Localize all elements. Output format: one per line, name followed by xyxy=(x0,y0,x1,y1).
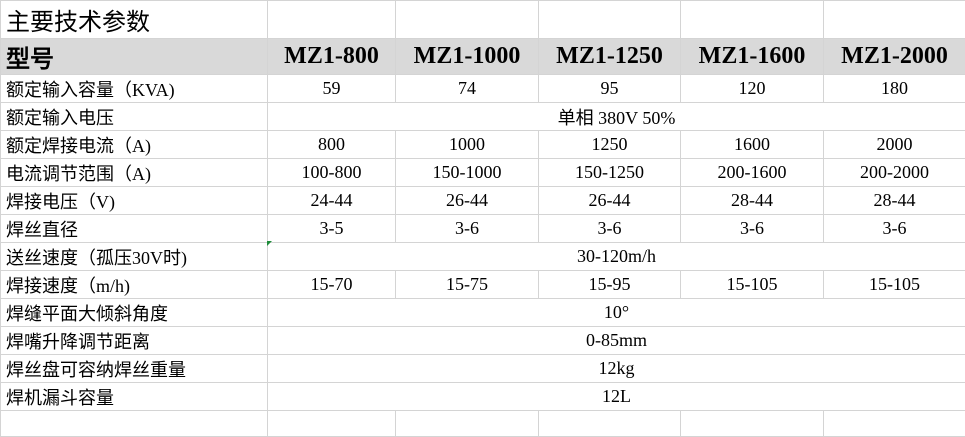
cell: 送丝速度（孤压30V时) xyxy=(1,243,268,271)
cell: MZ1-1600 xyxy=(681,39,824,75)
cell: 3-6 xyxy=(681,215,824,243)
cell: 焊接电压（V) xyxy=(1,187,268,215)
cell: 主要技术参数 xyxy=(1,1,268,39)
cell: 额定焊接电流（A) xyxy=(1,131,268,159)
cell: 100-800 xyxy=(268,159,396,187)
cell: 15-75 xyxy=(396,271,539,299)
cell: 120 xyxy=(681,75,824,103)
cell: 26-44 xyxy=(396,187,539,215)
cell: 单相 380V 50% xyxy=(268,103,965,131)
cell: 0-85mm xyxy=(268,327,965,355)
cell: 180 xyxy=(824,75,965,103)
cell xyxy=(268,411,396,437)
cell: 1000 xyxy=(396,131,539,159)
cell: 额定输入容量（KVA) xyxy=(1,75,268,103)
cell: 28-44 xyxy=(681,187,824,215)
cell: 28-44 xyxy=(824,187,965,215)
cell xyxy=(396,1,539,39)
cell: 额定输入电压 xyxy=(1,103,268,131)
cell xyxy=(539,411,681,437)
cell: 26-44 xyxy=(539,187,681,215)
cell: 焊缝平面大倾斜角度 xyxy=(1,299,268,327)
cell: 12L xyxy=(268,383,965,411)
cell: 200-2000 xyxy=(824,159,965,187)
blank-row xyxy=(1,411,965,437)
cell: 焊嘴升降调节距离 xyxy=(1,327,268,355)
cell: 2000 xyxy=(824,131,965,159)
cell xyxy=(268,1,396,39)
cell: 3-6 xyxy=(539,215,681,243)
cell: 3-5 xyxy=(268,215,396,243)
cell: 74 xyxy=(396,75,539,103)
cell: 30-120m/h xyxy=(268,243,965,271)
cell: 24-44 xyxy=(268,187,396,215)
cell: 150-1250 xyxy=(539,159,681,187)
cell: 800 xyxy=(268,131,396,159)
cell: 焊丝盘可容纳焊丝重量 xyxy=(1,355,268,383)
cell: 15-105 xyxy=(681,271,824,299)
cell: MZ1-800 xyxy=(268,39,396,75)
cell: 12kg xyxy=(268,355,965,383)
cell: 15-70 xyxy=(268,271,396,299)
cell xyxy=(1,411,268,437)
data-row: 送丝速度（孤压30V时)30-120m/h xyxy=(1,243,965,271)
data-row: 额定输入电压单相 380V 50% xyxy=(1,103,965,131)
cell: 150-1000 xyxy=(396,159,539,187)
cell xyxy=(681,411,824,437)
cell: 59 xyxy=(268,75,396,103)
cell: 10° xyxy=(268,299,965,327)
cell xyxy=(396,411,539,437)
cell: 型号 xyxy=(1,39,268,75)
cell: 电流调节范围（A) xyxy=(1,159,268,187)
cell xyxy=(824,1,965,39)
cell: MZ1-1000 xyxy=(396,39,539,75)
cell: 15-105 xyxy=(824,271,965,299)
cell: MZ1-2000 xyxy=(824,39,965,75)
cell xyxy=(824,411,965,437)
comment-marker xyxy=(267,241,272,246)
cell: 3-6 xyxy=(396,215,539,243)
cell xyxy=(681,1,824,39)
cell xyxy=(539,1,681,39)
cell: 3-6 xyxy=(824,215,965,243)
cell: 焊机漏斗容量 xyxy=(1,383,268,411)
cell: 15-95 xyxy=(539,271,681,299)
cell: 95 xyxy=(539,75,681,103)
title-row: 主要技术参数 xyxy=(1,1,965,39)
cell: MZ1-1250 xyxy=(539,39,681,75)
cell: 200-1600 xyxy=(681,159,824,187)
cell: 1600 xyxy=(681,131,824,159)
cell: 焊接速度（m/h) xyxy=(1,271,268,299)
cell: 1250 xyxy=(539,131,681,159)
cell: 焊丝直径 xyxy=(1,215,268,243)
